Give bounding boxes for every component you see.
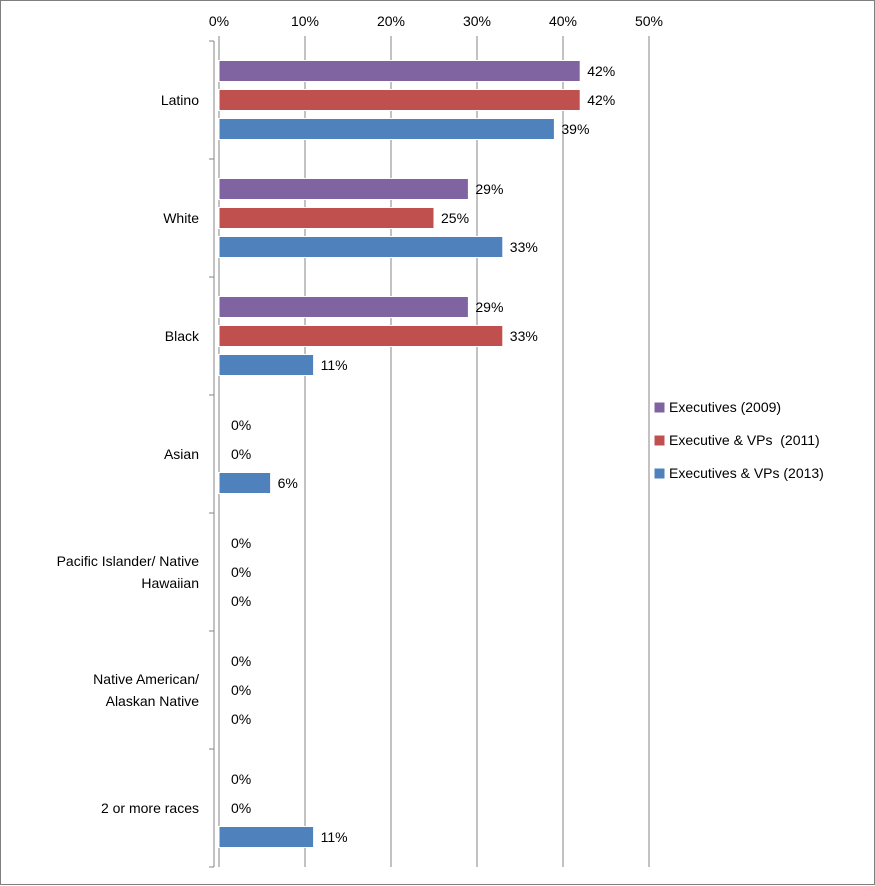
legend-label: Executives & VPs (2013)	[669, 465, 824, 481]
data-label: 42%	[587, 63, 615, 79]
category-label: Latino	[161, 92, 199, 108]
bar	[219, 827, 314, 848]
y-axis	[209, 41, 214, 867]
bar	[219, 326, 503, 347]
data-label: 0%	[231, 564, 251, 580]
bar	[219, 119, 554, 140]
x-tick-label: 30%	[463, 13, 491, 29]
data-label: 0%	[231, 771, 251, 787]
data-label: 29%	[475, 181, 503, 197]
legend-swatch	[654, 402, 665, 413]
category-label: Alaskan Native	[106, 693, 200, 709]
data-label: 0%	[231, 682, 251, 698]
data-label: 33%	[510, 239, 538, 255]
x-axis-ticks: 0% 10% 20% 30% 40% 50%	[209, 13, 663, 41]
category-label: White	[163, 210, 199, 226]
data-label: 0%	[231, 593, 251, 609]
bar	[219, 208, 434, 229]
bar	[219, 473, 271, 494]
data-label: 0%	[231, 535, 251, 551]
legend-label: Executives (2009)	[669, 399, 781, 415]
bar	[219, 90, 580, 111]
x-tick-label: 40%	[549, 13, 577, 29]
data-label: 6%	[278, 475, 298, 491]
data-label: 0%	[231, 417, 251, 433]
x-tick-label: 10%	[291, 13, 319, 29]
data-label: 0%	[231, 711, 251, 727]
category-label: Black	[165, 328, 200, 344]
category-label: 2 or more races	[101, 800, 199, 816]
x-tick-label: 0%	[209, 13, 229, 29]
data-label: 0%	[231, 446, 251, 462]
legend: Executives (2009) Executive & VPs (2011) E…	[654, 399, 824, 481]
data-label: 29%	[475, 299, 503, 315]
bar	[219, 297, 468, 318]
category-label: Hawaiian	[141, 575, 199, 591]
data-label: 33%	[510, 328, 538, 344]
legend-label: Executive & VPs (2011)	[669, 432, 820, 448]
legend-swatch	[654, 468, 665, 479]
gridlines	[219, 41, 649, 867]
data-label: 25%	[441, 210, 469, 226]
data-label: 0%	[231, 653, 251, 669]
bar	[219, 179, 468, 200]
data-label: 42%	[587, 92, 615, 108]
category-label: Native American/	[93, 671, 199, 687]
category-labels: Latino White Black Asian Pacific Islander/ N…	[57, 92, 200, 816]
data-label: 11%	[321, 357, 348, 373]
bar	[219, 355, 314, 376]
category-label: Asian	[164, 446, 199, 462]
category-label: Pacific Islander/ Native	[57, 553, 200, 569]
data-label: 0%	[231, 800, 251, 816]
x-tick-label: 20%	[377, 13, 405, 29]
data-label: 11%	[321, 829, 348, 845]
legend-swatch	[654, 435, 665, 446]
bars	[219, 61, 580, 848]
x-tick-label: 50%	[635, 13, 663, 29]
data-label: 39%	[561, 121, 589, 137]
bar	[219, 61, 580, 82]
bar	[219, 237, 503, 258]
